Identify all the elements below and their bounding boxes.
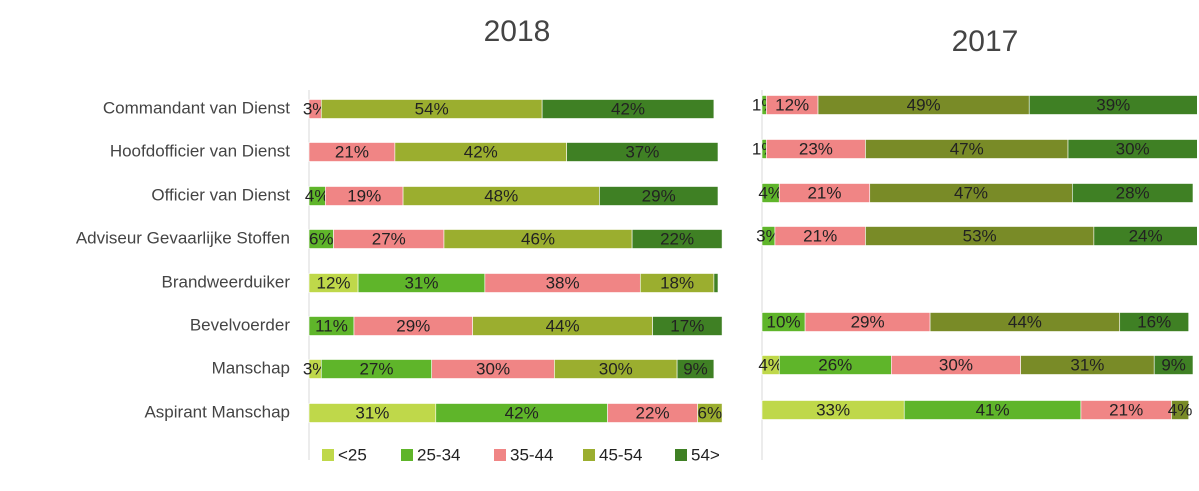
data-label: 33%: [816, 400, 850, 419]
data-label: 44%: [546, 316, 580, 335]
data-label: 16%: [1137, 312, 1171, 331]
data-label: 48%: [484, 186, 518, 205]
y-tick-label: Commandant van Dienst: [103, 98, 290, 117]
data-label: 29%: [851, 312, 885, 331]
chart-title: 2018: [484, 15, 551, 48]
data-label: 39%: [1096, 95, 1130, 114]
legend-label: 45-54: [599, 445, 642, 464]
bar-segment: [652, 316, 723, 336]
data-label: 31%: [355, 403, 389, 422]
data-label: 6%: [698, 403, 723, 422]
data-label: 31%: [1070, 355, 1104, 374]
data-label: 21%: [807, 183, 841, 202]
y-tick-label: Bevelvoerder: [190, 315, 291, 334]
bar-segment: [1171, 400, 1189, 420]
data-label: 24%: [1129, 226, 1163, 245]
bar-segment: [631, 229, 723, 249]
bar-segment: [1072, 183, 1194, 203]
data-label: 29%: [642, 186, 676, 205]
bar-segment: [566, 142, 719, 162]
legend-label: 25-34: [417, 445, 460, 464]
data-label: 31%: [404, 273, 438, 292]
data-label: 6%: [309, 229, 334, 248]
data-label: 9%: [683, 359, 708, 378]
data-label: 10%: [767, 312, 801, 331]
data-label: 22%: [660, 229, 694, 248]
legend-label: 54>: [691, 445, 720, 464]
bar-segment: [1153, 355, 1194, 375]
data-label: 12%: [317, 273, 351, 292]
data-label: 38%: [546, 273, 580, 292]
data-label: 30%: [476, 359, 510, 378]
data-label: 27%: [359, 359, 393, 378]
y-tick-label: Manschap: [212, 358, 290, 377]
data-label: 17%: [670, 316, 704, 335]
data-label: 46%: [521, 229, 555, 248]
data-label: 44%: [1008, 312, 1042, 331]
data-label: 42%: [505, 403, 539, 422]
data-label: 37%: [625, 142, 659, 161]
y-tick-label: Aspirant Manschap: [144, 402, 290, 421]
data-label: 11%: [315, 316, 348, 335]
data-label: 23%: [799, 139, 833, 158]
bar-segment: [541, 99, 715, 119]
data-label: 41%: [976, 400, 1010, 419]
bar-segment: [1119, 312, 1189, 332]
y-tick-label: Brandweerduiker: [161, 272, 290, 291]
data-label: 21%: [1109, 400, 1143, 419]
bar-segment: [1028, 95, 1198, 115]
legend-swatch: [494, 449, 506, 461]
data-label: 12%: [775, 95, 809, 114]
data-label: 18%: [660, 273, 694, 292]
data-label: 21%: [335, 142, 369, 161]
data-label: 53%: [963, 226, 997, 245]
data-label: 42%: [464, 142, 498, 161]
data-label: 26%: [818, 355, 852, 374]
y-tick-label: Officier van Dienst: [151, 185, 290, 204]
legend-swatch: [583, 449, 595, 461]
data-label: 47%: [950, 139, 984, 158]
data-label: 54%: [415, 99, 449, 118]
bar-segment: [1093, 226, 1198, 246]
legend-swatch: [401, 449, 413, 461]
data-label: 3%: [756, 226, 781, 245]
data-label: 27%: [372, 229, 406, 248]
bar-segment: [599, 186, 719, 206]
bar-segment: [1067, 139, 1198, 159]
data-label: 30%: [1116, 139, 1150, 158]
data-label: 19%: [347, 186, 381, 205]
bar-segment: [676, 359, 715, 379]
legend-label: <25: [338, 445, 367, 464]
data-label: 30%: [599, 359, 633, 378]
data-label: 4%: [1168, 400, 1193, 419]
data-label: 42%: [611, 99, 645, 118]
bar-segment: [713, 273, 719, 293]
data-label: 4%: [305, 186, 330, 205]
data-label: 47%: [954, 183, 988, 202]
data-label: 21%: [803, 226, 837, 245]
legend-swatch: [675, 449, 687, 461]
data-label: 49%: [907, 95, 941, 114]
data-label: 4%: [758, 183, 783, 202]
data-label: 9%: [1161, 355, 1186, 374]
data-label: 30%: [939, 355, 973, 374]
data-label: 29%: [396, 316, 430, 335]
y-tick-label: Hoofdofficier van Dienst: [110, 141, 290, 160]
chart-title: 2017: [952, 25, 1019, 58]
data-label: 22%: [636, 403, 670, 422]
legend-swatch: [322, 449, 334, 461]
y-tick-label: Adviseur Gevaarlijke Stoffen: [76, 228, 290, 247]
data-label: 4%: [758, 355, 783, 374]
legend-label: 35-44: [510, 445, 553, 464]
data-label: 28%: [1116, 183, 1150, 202]
bar-segment: [697, 403, 723, 423]
